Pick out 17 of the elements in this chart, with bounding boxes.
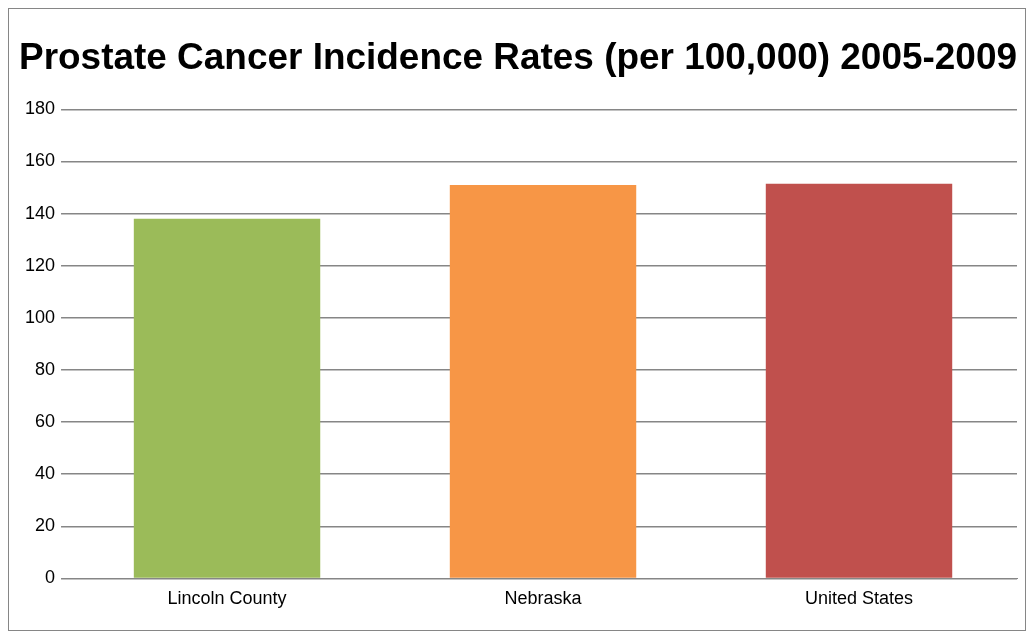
y-tick-label: 140 (24, 202, 56, 223)
y-tick-label: 80 (35, 358, 56, 379)
y-tick-label: 60 (35, 411, 56, 432)
y-tick-label: 0 (45, 567, 56, 588)
x-tick-label: United States (804, 588, 914, 609)
y-tick-label: 40 (35, 463, 56, 484)
y-tick-label: 100 (24, 306, 56, 327)
x-tick-label: Lincoln County (167, 588, 287, 609)
bar (765, 183, 953, 578)
bar (133, 218, 321, 578)
y-tick-label: 20 (35, 515, 56, 536)
y-tick-label: 160 (24, 150, 56, 171)
y-tick-label: 120 (24, 254, 56, 275)
chart-title: Prostate Cancer Incidence Rates (per 100,000) 2005-2009 (19, 36, 1017, 78)
x-tick-label: Nebraska (504, 588, 583, 609)
y-tick-label: 180 (24, 98, 56, 119)
bar (449, 184, 637, 578)
